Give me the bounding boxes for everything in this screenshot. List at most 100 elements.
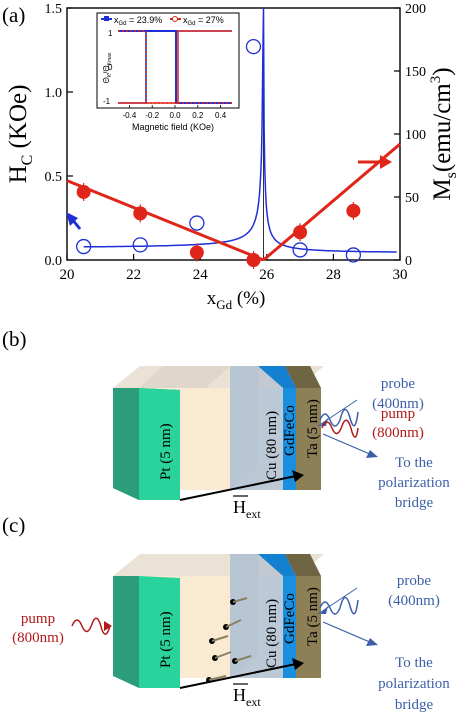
gdfeco-layer <box>283 576 296 678</box>
pt-front <box>139 576 180 688</box>
inset-x-tick-label: -0.4 <box>123 111 137 120</box>
layer-label-ta: Ta (5 nm) <box>305 587 321 646</box>
svg-text:Pt (5 nm): Pt (5 nm) <box>158 423 174 480</box>
y-left-sub: C <box>19 155 36 166</box>
svg-text:HC (KOe): HC (KOe) <box>5 85 36 184</box>
layer-label-cu: Cu (80 nm) <box>264 411 280 480</box>
inset-x-tick-label: 0.2 <box>192 111 204 120</box>
y-right-tick-label: 150 <box>405 65 426 80</box>
pt-front <box>139 388 180 500</box>
pump-label-2: (800nm) <box>12 630 64 646</box>
svg-text:Pt (5 nm): Pt (5 nm) <box>158 611 174 668</box>
inset-x-tick-label: 0.4 <box>215 111 227 120</box>
y-right-main: M <box>429 178 456 200</box>
axis-ticks: 20 22 24 26 28 30 0.0 0.5 1.0 1.5 0 50 100 150 200 <box>45 2 427 283</box>
pt-side <box>113 576 139 688</box>
pump-label-1: pump <box>21 611 55 627</box>
cu-layer <box>230 388 283 490</box>
panel-c-label: (c) <box>2 513 25 537</box>
layer-label-pt: Pt (5 nm) <box>158 611 174 668</box>
panel-b-label: (b) <box>2 327 27 351</box>
probe-label-1: probe <box>381 376 415 392</box>
hc-data-point <box>76 238 92 255</box>
ms-data-point <box>189 245 204 260</box>
layer-label-cu: Cu (80 nm) <box>264 599 280 668</box>
reflected-beam <box>322 433 373 456</box>
fit-curves <box>66 7 401 262</box>
x-tick-label: 20 <box>60 267 75 283</box>
field-arrow <box>179 475 297 501</box>
inset-ticks: -0.4 -0.2 0.0 0.2 0.4 <box>123 105 227 120</box>
y-right-tick-label: 100 <box>405 128 426 143</box>
y-right-sup: 3 <box>428 76 444 84</box>
y-left-main: H <box>5 165 32 183</box>
x-tick-label: 24 <box>193 267 209 283</box>
ms-data-point <box>293 225 308 240</box>
hc-data-point <box>245 38 262 55</box>
bridge-label-3: bridge <box>395 697 434 713</box>
hysteresis-inset: xGd = 23.9% xGd = 27% -0.4 -0.2 0.0 0.2 0.4 … <box>96 12 240 132</box>
x-unit: (%) <box>232 288 265 309</box>
layer-label-gdfeco: GdFeCo <box>282 405 298 456</box>
legend-1: xGd = 23.9% <box>114 15 162 27</box>
x-tick-label: 26 <box>259 267 275 283</box>
layer-label-gdfeco: GdFeCo <box>282 593 298 644</box>
inset-ytick-mid: 0 <box>108 63 113 72</box>
probe-wave <box>319 596 359 615</box>
y-right-tick-label: 0 <box>405 254 412 269</box>
ms-data-point <box>76 184 91 199</box>
y-axis-right-label: Ms(emu/cm3) <box>428 67 460 200</box>
hc-data-point <box>189 215 205 231</box>
pump-label-2: (800nm) <box>372 425 424 441</box>
layer-label-pt: Pt (5 nm) <box>158 423 174 480</box>
svg-text:ΘK/ΘKmax: ΘK/ΘKmax <box>102 52 113 83</box>
ms-data-point <box>133 206 148 221</box>
x-tick-label: 22 <box>126 267 141 283</box>
probe-wave <box>319 408 359 427</box>
panel-a-label: (a) <box>2 3 25 27</box>
x-tick-label: 30 <box>393 267 408 283</box>
bridge-label-1: To the <box>395 655 433 671</box>
red-loop <box>118 30 232 104</box>
hc-axis-arrow <box>66 212 82 230</box>
y-left-tick-label: 1.5 <box>45 2 63 17</box>
inset-xlabel: Magnetic field (KOe) <box>132 122 214 132</box>
bridge-label-3: bridge <box>395 495 434 511</box>
y-right-tick-label: 200 <box>405 2 426 17</box>
hc-data-point <box>292 242 308 258</box>
y-right-close: ) <box>429 67 456 75</box>
inset-frame <box>96 12 240 109</box>
svg-text:Cu (80 nm): Cu (80 nm) <box>264 411 280 480</box>
ms-axis-arrow <box>358 155 392 169</box>
probe-label-2: (400nm) <box>388 593 440 609</box>
bridge-label-2: polarization <box>378 475 450 491</box>
x-axis-label: xGd (%) <box>207 288 266 312</box>
svg-text:GdFeCo: GdFeCo <box>282 405 298 456</box>
legend-marker-2 <box>172 16 178 22</box>
layer-label-ta: Ta (5 nm) <box>305 399 321 458</box>
ms-fit-left <box>66 179 265 262</box>
hc-data-point <box>345 247 362 263</box>
ms-data-point <box>346 203 361 218</box>
y-left-tick-label: 0.0 <box>45 254 63 269</box>
probe-label-1: probe <box>397 573 431 589</box>
bridge-label-2: polarization <box>378 676 450 692</box>
field-label: Hext <box>233 497 261 521</box>
svg-text:GdFeCo: GdFeCo <box>282 593 298 644</box>
y-left-tick-label: 0.5 <box>45 170 63 185</box>
bridge-label-1: To the <box>395 455 433 471</box>
x-tick-label: 28 <box>326 267 341 283</box>
y-left-unit: (KOe) <box>5 85 32 155</box>
x-sub: Gd <box>216 297 232 312</box>
gdfeco-layer <box>283 388 296 490</box>
pump-label-1: pump <box>381 406 415 422</box>
field-arrow <box>179 663 297 689</box>
reflected-beam <box>322 621 373 644</box>
y-right-unit: (emu/cm <box>429 83 456 172</box>
legend-2: xGd = 27% <box>183 15 224 27</box>
cu-layer <box>230 576 283 678</box>
data-points <box>76 38 362 269</box>
ms-data-point <box>246 253 261 267</box>
inset-ytick-bottom: -1 <box>103 97 111 106</box>
x-main: x <box>207 288 217 309</box>
